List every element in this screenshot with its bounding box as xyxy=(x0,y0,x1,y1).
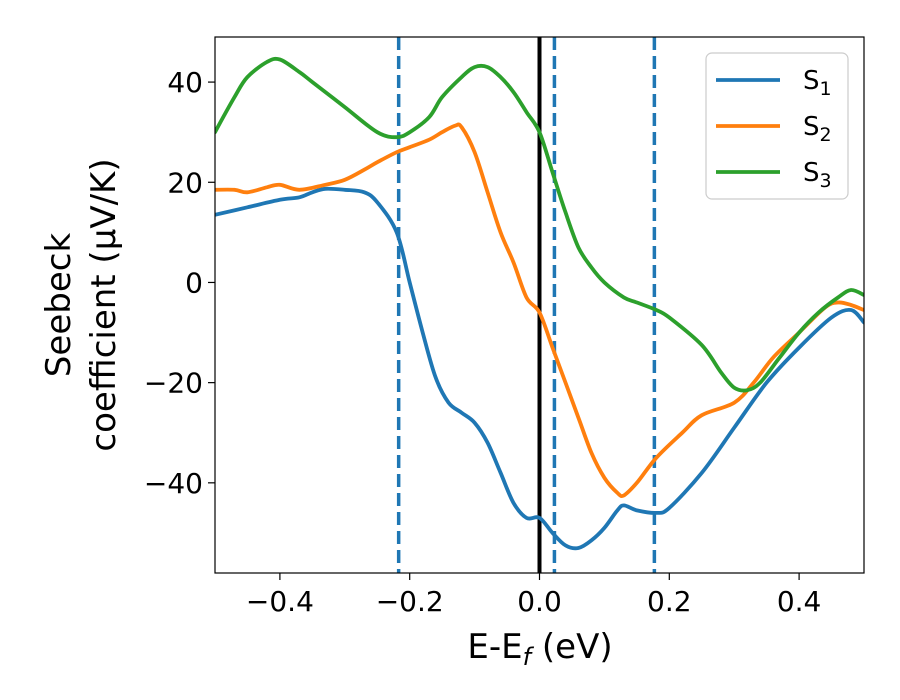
y-tick-label: 40 xyxy=(167,66,203,99)
y-axis-title-line2: coefficient (μV/K) xyxy=(84,158,124,451)
x-tick-label: 0.0 xyxy=(517,585,562,618)
x-tick-label: −0.2 xyxy=(376,585,444,618)
x-tick-label: −0.4 xyxy=(246,585,314,618)
x-axis-ticks: −0.4 −0.2 0.0 0.2 0.4 xyxy=(246,573,821,618)
legend-label-s3: S3 xyxy=(803,158,832,192)
legend-label-s1: S1 xyxy=(803,66,832,100)
series-lines xyxy=(215,56,864,551)
x-tick-label: 0.4 xyxy=(777,585,822,618)
y-tick-label: −20 xyxy=(144,367,203,400)
series-line-s1 xyxy=(215,186,864,551)
y-axis-title-line1: Seebeck xyxy=(39,233,79,378)
legend: S1 S2 S3 xyxy=(705,52,849,200)
x-axis-title: E-Ef (eV) xyxy=(467,627,612,671)
series-line-s2 xyxy=(215,122,864,498)
y-axis-title: Seebeck coefficient (μV/K) xyxy=(39,158,124,451)
x-tick-label: 0.2 xyxy=(647,585,692,618)
series-line-s3 xyxy=(215,56,864,393)
y-tick-label: −40 xyxy=(144,467,203,500)
legend-label-s2: S2 xyxy=(803,112,832,146)
y-axis-ticks: 40 20 0 −20 −40 xyxy=(144,66,215,500)
y-tick-label: 20 xyxy=(167,166,203,199)
vertical-reference-lines xyxy=(396,37,657,573)
y-tick-label: 0 xyxy=(185,266,203,299)
